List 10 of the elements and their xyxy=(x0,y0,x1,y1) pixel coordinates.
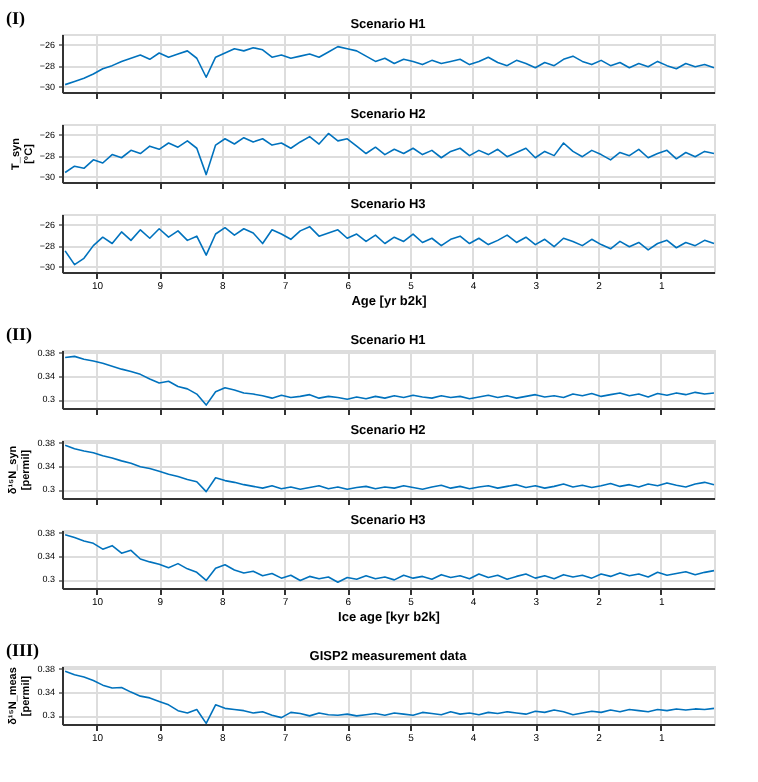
text: (II) xyxy=(6,324,32,344)
line-series xyxy=(64,444,715,493)
line-series xyxy=(64,132,715,176)
text: (I) xyxy=(6,8,25,28)
line-series xyxy=(64,45,715,86)
line-series xyxy=(64,225,715,266)
line-series xyxy=(64,355,715,406)
line-series xyxy=(64,533,715,583)
line-series xyxy=(64,670,715,725)
text: (III) xyxy=(6,640,40,660)
